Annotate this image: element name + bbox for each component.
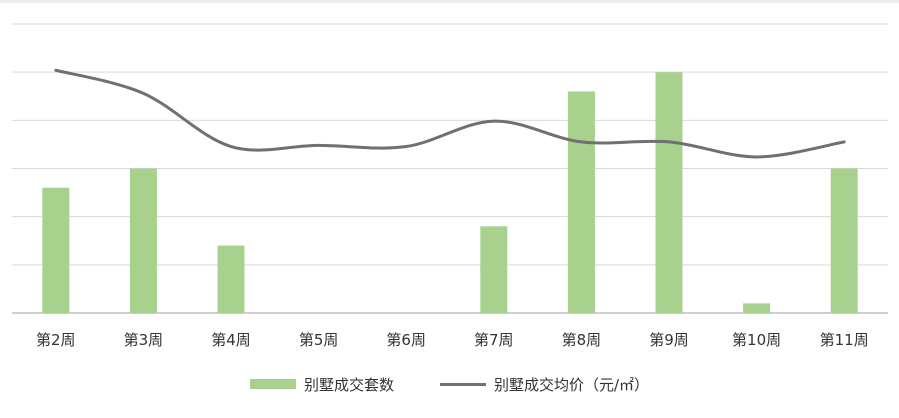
legend-bar-label: 别墅成交套数	[303, 375, 394, 394]
x-tick-label: 第11周	[820, 331, 869, 349]
x-tick-label: 第6周	[386, 331, 426, 349]
legend-line-swatch	[439, 382, 486, 386]
gridlines	[12, 23, 888, 314]
x-tick-label: 第8周	[562, 331, 602, 349]
x-tick-label: 第4周	[211, 331, 251, 349]
x-tick-label: 第3周	[124, 331, 164, 349]
legend-bar-swatch	[249, 379, 296, 389]
bar-第10周	[743, 303, 771, 313]
bar-第11周	[830, 168, 858, 313]
line-series	[54, 68, 846, 159]
legend-line-label: 别墅成交均价（元/㎡）	[493, 375, 650, 394]
bar-第9周	[655, 72, 683, 314]
legend-item-bars: 别墅成交套数	[249, 374, 394, 395]
bar-第8周	[567, 91, 595, 313]
x-tick-label: 第9周	[649, 331, 689, 349]
bar-第4周	[217, 245, 245, 313]
legend: 别墅成交套数 别墅成交均价（元/㎡）	[0, 372, 899, 396]
bar-series	[42, 72, 858, 314]
x-axis-tick-labels: 第2周 第3周 第4周 第5周 第6周 第7周 第8周 第9周 第10周 第11周	[36, 331, 869, 349]
x-tick-label: 第10周	[732, 331, 781, 349]
top-border	[0, 0, 899, 3]
bar-第2周	[42, 187, 70, 313]
legend-item-line: 别墅成交均价（元/㎡）	[439, 374, 650, 395]
bar-第3周	[129, 168, 157, 313]
x-tick-label: 第2周	[36, 331, 76, 349]
x-tick-label: 第7周	[474, 331, 514, 349]
avg-price-line	[54, 68, 846, 159]
bar-第7周	[480, 226, 508, 313]
x-tick-label: 第5周	[299, 331, 339, 349]
